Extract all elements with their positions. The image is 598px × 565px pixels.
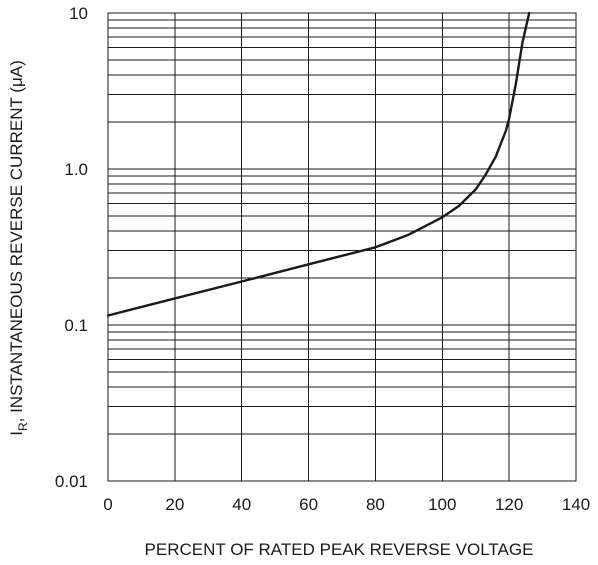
y-axis-title: IR, INSTANTANEOUS REVERSE CURRENT (μA)	[7, 60, 30, 436]
x-axis-title: PERCENT OF RATED PEAK REVERSE VOLTAGE	[145, 540, 534, 559]
y-tick-label: 0.01	[55, 472, 88, 491]
grid	[107, 13, 577, 482]
y-tick-label: 1.0	[64, 160, 88, 179]
y-axis-title-rest: , INSTANTANEOUS REVERSE CURRENT (μA)	[7, 60, 26, 422]
x-tick-label: 140	[562, 495, 590, 514]
x-tick-label: 100	[428, 495, 456, 514]
y-tick-label: 0.1	[64, 316, 88, 335]
y-tick-labels: 0.01 0.1 1.0 10	[55, 4, 88, 491]
x-tick-label: 20	[165, 495, 184, 514]
y-tick-label: 10	[69, 4, 88, 23]
x-tick-labels: 0 20 40 60 80 100 120 140	[103, 495, 590, 514]
y-axis-title-subscript: R	[16, 422, 30, 431]
x-tick-label: 80	[366, 495, 385, 514]
x-tick-label: 60	[299, 495, 318, 514]
x-tick-label: 40	[232, 495, 251, 514]
x-tick-label: 0	[103, 495, 112, 514]
x-tick-label: 120	[495, 495, 523, 514]
series-line	[106, 11, 531, 317]
y-axis-title-main: I	[7, 431, 26, 436]
plot-frame	[107, 12, 577, 482]
